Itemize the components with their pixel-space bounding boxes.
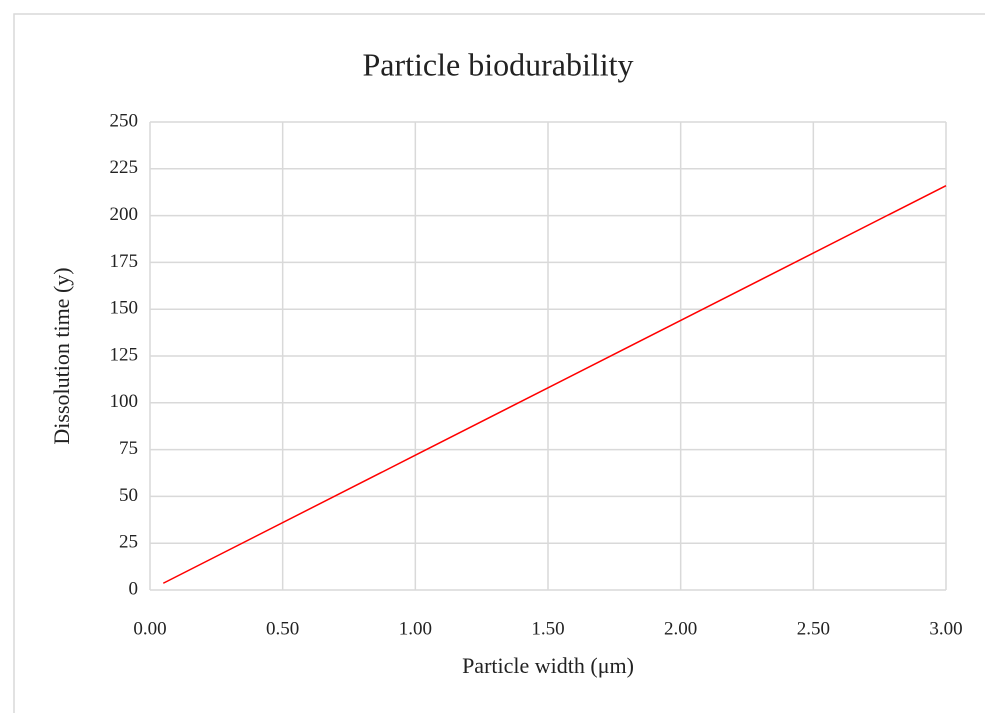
y-tick-label: 150	[110, 298, 139, 319]
y-tick-label: 100	[110, 391, 139, 412]
chart-title: Particle biodurability	[362, 46, 633, 82]
y-tick-label: 225	[110, 157, 139, 178]
y-tick-label: 125	[110, 344, 139, 365]
data-line	[162, 184, 947, 584]
chart-frame	[13, 13, 985, 713]
x-tick-label: 2.50	[797, 618, 830, 639]
y-tick-label: 0	[129, 578, 139, 599]
y-tick-label: 175	[110, 251, 139, 272]
x-tick-label: 0.00	[133, 618, 166, 639]
x-tick-label: 1.00	[399, 618, 432, 639]
y-tick-label: 250	[110, 110, 139, 131]
x-axis-label: Particle width (μm)	[462, 653, 634, 678]
y-tick-label: 50	[119, 485, 138, 506]
y-tick-label: 75	[119, 438, 138, 459]
y-tick-label: 25	[119, 532, 138, 553]
y-tick-label: 200	[110, 204, 139, 225]
x-tick-label: 2.00	[664, 618, 697, 639]
y-axis-label: Dissolution time (y)	[49, 267, 74, 444]
x-tick-label: 3.00	[929, 618, 962, 639]
x-tick-label: 1.50	[531, 618, 564, 639]
x-tick-label: 0.50	[266, 618, 299, 639]
